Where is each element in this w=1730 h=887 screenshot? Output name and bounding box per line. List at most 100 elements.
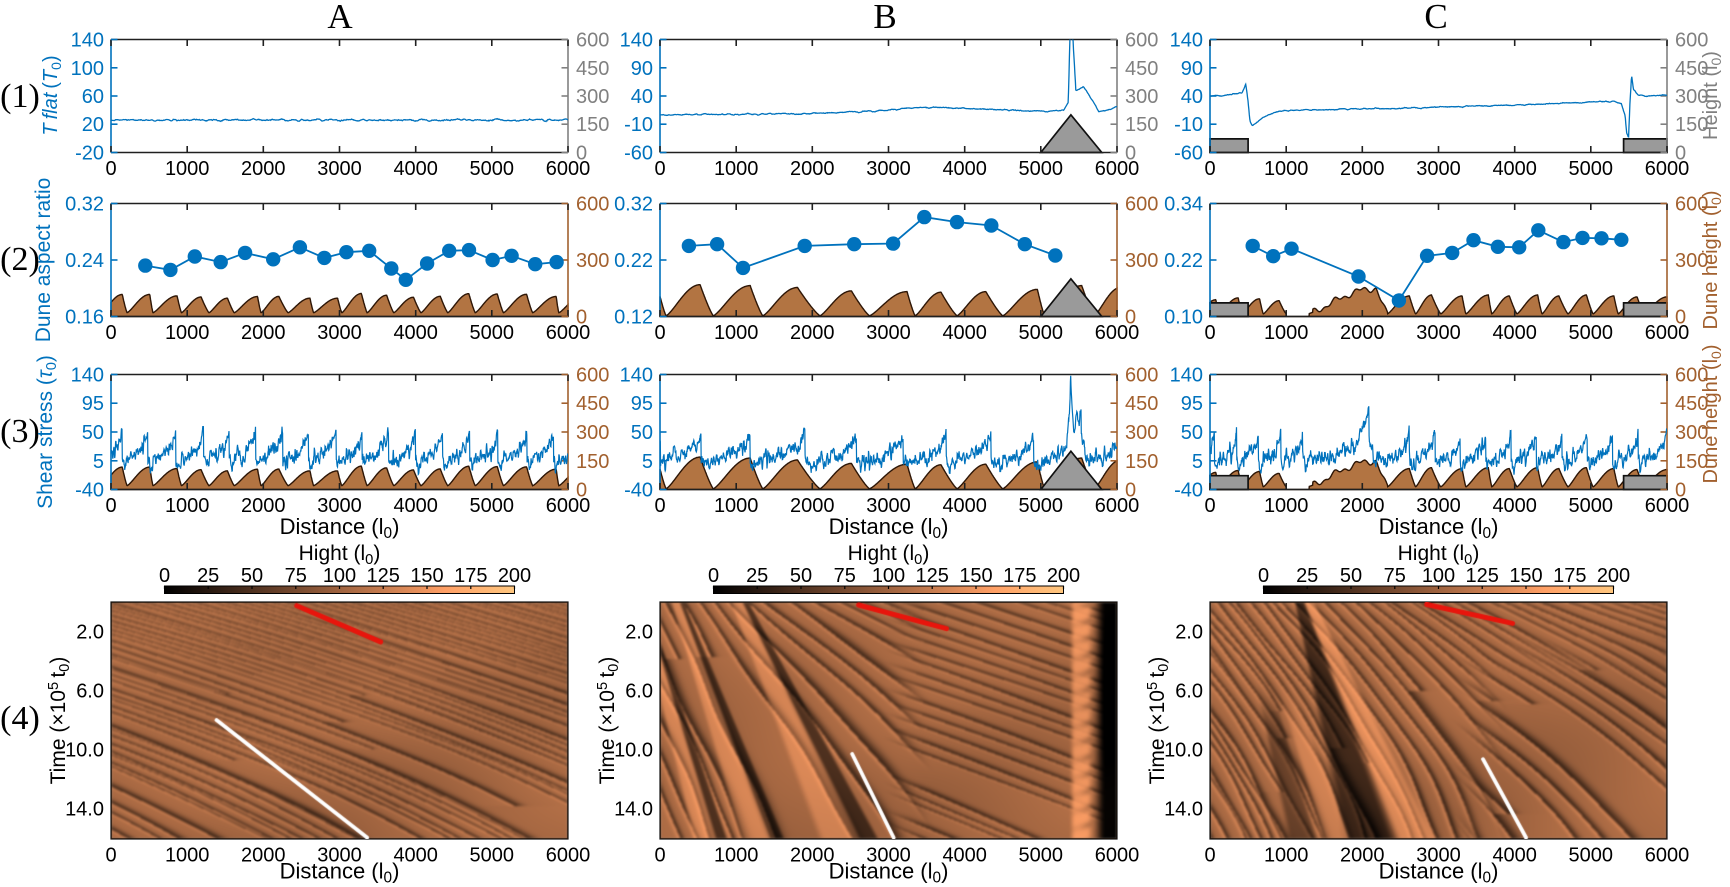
svg-text:6000: 6000 bbox=[1645, 495, 1690, 517]
svg-text:0.16: 0.16 bbox=[65, 307, 104, 329]
svg-text:3000: 3000 bbox=[866, 495, 911, 517]
svg-text:5000: 5000 bbox=[1019, 495, 1064, 517]
svg-text:Distance (l0): Distance (l0) bbox=[829, 514, 949, 542]
svg-text:0.22: 0.22 bbox=[614, 250, 653, 272]
svg-text:0: 0 bbox=[1258, 565, 1269, 587]
svg-text:2000: 2000 bbox=[1340, 495, 1385, 517]
svg-text:Distance (l0): Distance (l0) bbox=[280, 859, 400, 887]
svg-text:2.0: 2.0 bbox=[625, 622, 653, 644]
svg-text:(3): (3) bbox=[0, 413, 40, 450]
svg-text:140: 140 bbox=[1170, 365, 1203, 387]
svg-text:0: 0 bbox=[576, 143, 587, 165]
svg-text:0.34: 0.34 bbox=[1164, 194, 1203, 216]
svg-text:0: 0 bbox=[105, 158, 116, 180]
svg-text:5: 5 bbox=[93, 451, 104, 473]
svg-text:4000: 4000 bbox=[942, 495, 987, 517]
svg-text:6000: 6000 bbox=[1095, 845, 1140, 867]
svg-text:95: 95 bbox=[1181, 393, 1203, 415]
svg-text:5000: 5000 bbox=[470, 845, 515, 867]
svg-text:Time (×105 t0): Time (×105 t0) bbox=[46, 657, 73, 785]
svg-text:Hight (l0): Hight (l0) bbox=[1398, 542, 1480, 568]
svg-text:150: 150 bbox=[1509, 565, 1542, 587]
svg-text:6.0: 6.0 bbox=[76, 681, 104, 703]
svg-text:20: 20 bbox=[82, 114, 104, 136]
svg-text:-60: -60 bbox=[1174, 143, 1203, 165]
svg-text:0: 0 bbox=[1125, 143, 1136, 165]
svg-text:Dune height (l0): Dune height (l0) bbox=[1700, 345, 1724, 484]
svg-text:100: 100 bbox=[872, 565, 905, 587]
svg-text:6000: 6000 bbox=[1095, 495, 1140, 517]
svg-text:150: 150 bbox=[576, 451, 609, 473]
svg-text:-40: -40 bbox=[624, 480, 653, 502]
svg-text:0: 0 bbox=[576, 307, 587, 329]
svg-text:5000: 5000 bbox=[1569, 158, 1614, 180]
svg-text:1000: 1000 bbox=[1264, 495, 1309, 517]
svg-text:140: 140 bbox=[620, 30, 653, 52]
svg-text:3000: 3000 bbox=[317, 845, 362, 867]
svg-text:200: 200 bbox=[498, 565, 531, 587]
svg-text:0: 0 bbox=[1125, 480, 1136, 502]
svg-text:2000: 2000 bbox=[1340, 845, 1385, 867]
svg-text:150: 150 bbox=[1125, 114, 1158, 136]
svg-text:600: 600 bbox=[1125, 365, 1158, 387]
svg-text:95: 95 bbox=[82, 393, 104, 415]
svg-text:0.32: 0.32 bbox=[614, 194, 653, 216]
svg-text:300: 300 bbox=[1675, 250, 1708, 272]
svg-text:1000: 1000 bbox=[165, 158, 210, 180]
svg-text:14.0: 14.0 bbox=[614, 799, 653, 821]
svg-text:150: 150 bbox=[576, 114, 609, 136]
svg-text:6000: 6000 bbox=[546, 322, 591, 344]
svg-text:5000: 5000 bbox=[1019, 845, 1064, 867]
svg-text:2.0: 2.0 bbox=[1175, 622, 1203, 644]
svg-text:3000: 3000 bbox=[1416, 158, 1461, 180]
svg-text:0: 0 bbox=[654, 158, 665, 180]
svg-text:3000: 3000 bbox=[317, 495, 362, 517]
svg-text:10.0: 10.0 bbox=[614, 740, 653, 762]
svg-text:75: 75 bbox=[285, 565, 307, 587]
svg-text:600: 600 bbox=[1675, 194, 1708, 216]
svg-text:6000: 6000 bbox=[1095, 158, 1140, 180]
svg-text:6000: 6000 bbox=[1645, 322, 1690, 344]
svg-text:3000: 3000 bbox=[1416, 495, 1461, 517]
svg-text:450: 450 bbox=[576, 58, 609, 80]
svg-text:Height (l0): Height (l0) bbox=[1700, 51, 1724, 140]
svg-text:1000: 1000 bbox=[165, 322, 210, 344]
svg-text:175: 175 bbox=[454, 565, 487, 587]
svg-text:A: A bbox=[327, 0, 353, 36]
svg-text:Shear stress (τ0): Shear stress (τ0) bbox=[34, 355, 60, 509]
svg-text:4000: 4000 bbox=[393, 845, 438, 867]
svg-text:0: 0 bbox=[1204, 845, 1215, 867]
svg-text:-10: -10 bbox=[624, 114, 653, 136]
svg-text:6000: 6000 bbox=[546, 158, 591, 180]
svg-text:25: 25 bbox=[746, 565, 768, 587]
svg-text:0: 0 bbox=[105, 322, 116, 344]
svg-text:300: 300 bbox=[1125, 86, 1158, 108]
svg-text:0.22: 0.22 bbox=[1164, 250, 1203, 272]
svg-text:4000: 4000 bbox=[1492, 845, 1537, 867]
svg-text:600: 600 bbox=[1675, 30, 1708, 52]
svg-text:300: 300 bbox=[576, 86, 609, 108]
svg-text:50: 50 bbox=[82, 422, 104, 444]
svg-text:600: 600 bbox=[576, 365, 609, 387]
svg-text:90: 90 bbox=[631, 58, 653, 80]
svg-text:2000: 2000 bbox=[241, 158, 286, 180]
svg-text:2000: 2000 bbox=[790, 495, 835, 517]
svg-text:450: 450 bbox=[1675, 393, 1708, 415]
svg-text:0: 0 bbox=[105, 495, 116, 517]
svg-text:300: 300 bbox=[1125, 422, 1158, 444]
svg-text:14.0: 14.0 bbox=[65, 799, 104, 821]
svg-text:6000: 6000 bbox=[546, 495, 591, 517]
svg-text:-40: -40 bbox=[75, 480, 104, 502]
svg-text:0: 0 bbox=[576, 480, 587, 502]
svg-text:450: 450 bbox=[1675, 58, 1708, 80]
svg-text:1000: 1000 bbox=[714, 845, 759, 867]
svg-text:5000: 5000 bbox=[1569, 845, 1614, 867]
svg-text:4000: 4000 bbox=[393, 322, 438, 344]
svg-text:600: 600 bbox=[1125, 194, 1158, 216]
svg-text:0: 0 bbox=[105, 845, 116, 867]
svg-text:1000: 1000 bbox=[714, 158, 759, 180]
svg-text:50: 50 bbox=[1181, 422, 1203, 444]
svg-text:1000: 1000 bbox=[1264, 845, 1309, 867]
svg-text:300: 300 bbox=[576, 250, 609, 272]
svg-text:T flat (T0): T flat (T0) bbox=[40, 55, 64, 135]
